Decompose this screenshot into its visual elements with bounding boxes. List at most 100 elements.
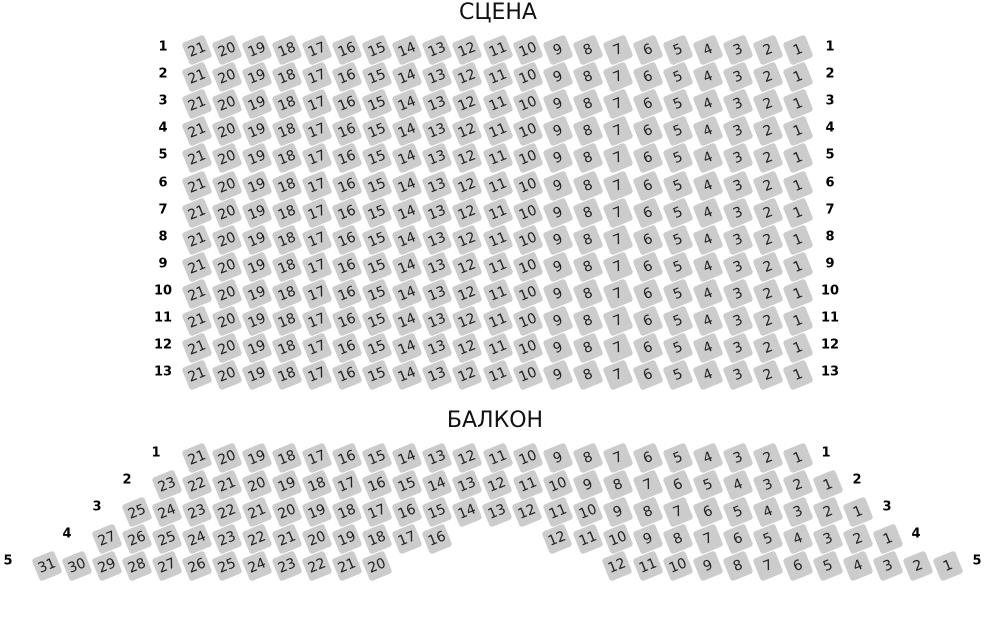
seat[interactable]: 3 <box>812 523 844 555</box>
seat[interactable]: 4 <box>692 34 724 66</box>
seat[interactable]: 19 <box>241 359 273 391</box>
seat[interactable]: 3 <box>722 169 754 202</box>
seat[interactable]: 3 <box>722 115 754 147</box>
seat[interactable]: 1 <box>782 61 814 93</box>
seat[interactable]: 15 <box>361 88 393 120</box>
seat[interactable]: 3 <box>722 224 754 256</box>
seat[interactable]: 17 <box>301 442 333 474</box>
seat[interactable]: 29 <box>90 550 123 582</box>
seat[interactable]: 18 <box>301 469 333 501</box>
seat[interactable]: 21 <box>181 359 213 391</box>
seat[interactable]: 21 <box>331 550 363 582</box>
seat[interactable]: 20 <box>211 88 243 120</box>
seat[interactable]: 11 <box>481 251 514 283</box>
seat[interactable]: 15 <box>361 115 393 147</box>
seat[interactable]: 20 <box>211 115 243 147</box>
seat[interactable]: 16 <box>331 442 363 474</box>
seat[interactable]: 16 <box>361 469 393 501</box>
seat[interactable]: 20 <box>211 34 243 66</box>
seat[interactable]: 18 <box>271 196 303 229</box>
seat[interactable]: 2 <box>752 224 784 256</box>
seat[interactable]: 16 <box>331 34 363 66</box>
seat[interactable]: 4 <box>692 61 724 93</box>
seat[interactable]: 4 <box>692 169 724 202</box>
seat[interactable]: 12 <box>451 442 484 474</box>
seat[interactable]: 9 <box>541 61 574 93</box>
seat[interactable]: 14 <box>391 359 423 391</box>
seat[interactable]: 11 <box>481 61 514 93</box>
seat[interactable]: 6 <box>692 496 724 528</box>
seat[interactable]: 16 <box>331 278 363 310</box>
seat[interactable]: 11 <box>571 523 604 555</box>
seat[interactable]: 26 <box>121 523 153 555</box>
seat[interactable]: 9 <box>541 332 574 364</box>
seat[interactable]: 18 <box>271 88 303 120</box>
seat[interactable]: 9 <box>541 142 574 175</box>
seat[interactable]: 7 <box>602 88 634 120</box>
seat[interactable]: 11 <box>481 34 514 66</box>
seat[interactable]: 20 <box>211 169 243 202</box>
seat[interactable]: 21 <box>181 169 213 202</box>
seat[interactable]: 7 <box>752 550 784 582</box>
seat[interactable]: 9 <box>541 34 574 66</box>
seat[interactable]: 17 <box>301 224 333 256</box>
seat[interactable]: 21 <box>181 61 213 93</box>
seat[interactable]: 18 <box>271 251 303 283</box>
seat[interactable]: 5 <box>662 251 694 283</box>
seat[interactable]: 5 <box>692 469 724 501</box>
seat[interactable]: 4 <box>692 251 724 283</box>
seat[interactable]: 4 <box>692 224 724 256</box>
seat[interactable]: 14 <box>391 115 423 147</box>
seat[interactable]: 6 <box>662 469 694 501</box>
seat[interactable]: 9 <box>691 550 724 582</box>
seat[interactable]: 10 <box>571 496 604 528</box>
seat[interactable]: 1 <box>782 251 814 283</box>
seat[interactable]: 17 <box>331 469 363 501</box>
seat[interactable]: 12 <box>451 224 484 256</box>
seat[interactable]: 7 <box>602 196 634 229</box>
seat[interactable]: 15 <box>361 169 393 202</box>
seat[interactable]: 17 <box>301 196 333 229</box>
seat[interactable]: 12 <box>451 332 484 364</box>
seat[interactable]: 8 <box>632 496 664 528</box>
seat[interactable]: 24 <box>151 496 183 528</box>
seat[interactable]: 5 <box>662 332 694 364</box>
seat[interactable]: 10 <box>541 469 574 501</box>
seat[interactable]: 3 <box>722 251 754 283</box>
seat[interactable]: 8 <box>662 523 694 555</box>
seat[interactable]: 16 <box>331 305 363 337</box>
seat[interactable]: 11 <box>481 115 514 147</box>
seat[interactable]: 11 <box>481 88 514 120</box>
seat[interactable]: 31 <box>30 550 63 582</box>
seat[interactable]: 4 <box>692 332 724 364</box>
seat[interactable]: 3 <box>872 550 904 582</box>
seat[interactable]: 14 <box>391 251 423 283</box>
seat[interactable]: 13 <box>421 442 454 474</box>
seat[interactable]: 4 <box>692 278 724 310</box>
seat[interactable]: 4 <box>752 496 784 528</box>
seat[interactable]: 8 <box>572 305 604 337</box>
seat[interactable]: 18 <box>271 359 303 391</box>
seat[interactable]: 19 <box>241 251 273 283</box>
seat[interactable]: 3 <box>722 196 754 229</box>
seat[interactable]: 9 <box>541 169 574 202</box>
seat[interactable]: 2 <box>752 305 784 337</box>
seat[interactable]: 11 <box>631 550 664 582</box>
seat[interactable]: 2 <box>752 142 784 175</box>
seat[interactable]: 6 <box>632 251 664 283</box>
seat[interactable]: 12 <box>451 278 484 310</box>
seat[interactable]: 13 <box>451 469 484 501</box>
seat[interactable]: 4 <box>692 142 724 175</box>
seat[interactable]: 1 <box>782 442 814 474</box>
seat[interactable]: 20 <box>211 278 243 310</box>
seat[interactable]: 20 <box>211 196 243 229</box>
seat[interactable]: 18 <box>271 142 303 175</box>
seat[interactable]: 21 <box>211 469 243 501</box>
seat[interactable]: 4 <box>692 442 724 474</box>
seat[interactable]: 14 <box>391 332 423 364</box>
seat[interactable]: 7 <box>602 442 634 474</box>
seat[interactable]: 23 <box>211 523 243 555</box>
seat[interactable]: 24 <box>241 550 273 582</box>
seat[interactable]: 6 <box>722 523 754 555</box>
seat[interactable]: 1 <box>782 305 814 337</box>
